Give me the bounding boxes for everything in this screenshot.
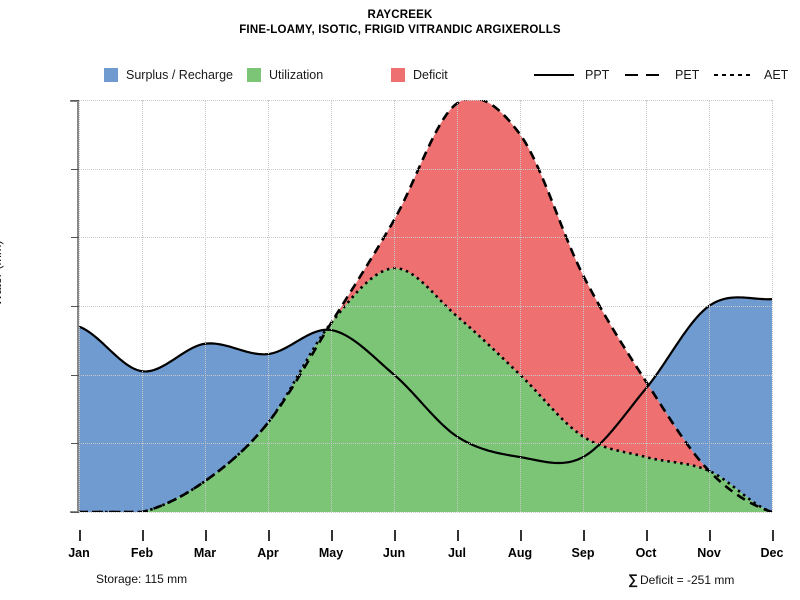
x-tick-mark <box>268 530 270 541</box>
x-tick-label-jul: Jul <box>447 546 467 560</box>
legend-item-aet[interactable]: AET <box>713 64 788 86</box>
legend-label-pet: PET <box>675 68 700 82</box>
gridline-vertical <box>772 100 774 512</box>
y-tick-mark <box>71 512 79 513</box>
deficit-annotation-text: Deficit = -251 mm <box>639 573 735 587</box>
x-tick-mark <box>520 530 522 541</box>
gridline-vertical <box>79 100 81 512</box>
x-tick-mark <box>583 530 585 541</box>
legend-item-deficit[interactable]: Deficit <box>391 64 448 86</box>
legend-item-pet[interactable]: PET <box>624 64 699 86</box>
y-tick-mark <box>71 374 79 376</box>
sigma-icon: ∑ <box>628 571 638 587</box>
x-tick-label-jan: Jan <box>68 546 90 560</box>
x-tick-mark <box>709 530 711 541</box>
gridline-horizontal <box>79 374 772 377</box>
x-tick-label-nov: Nov <box>697 546 721 560</box>
y-tick-mark <box>71 100 79 101</box>
x-tick-label-apr: Apr <box>257 546 279 560</box>
gridline-vertical <box>457 100 459 512</box>
x-tick-mark <box>205 530 207 541</box>
y-tick-mark <box>71 168 79 170</box>
chart-legend: Surplus / Recharge Utilization Deficit P… <box>0 64 800 88</box>
y-tick-mark <box>71 443 79 445</box>
x-tick-label-feb: Feb <box>130 546 154 560</box>
x-axis: Jan Feb Mar Apr May Jun Jul Aug Sep Oct Nov Dec <box>68 512 783 572</box>
legend-swatch-surplus <box>104 68 118 82</box>
gridline-vertical <box>520 100 522 512</box>
chart-title: RAYCREEK FINE-LOAMY, ISOTIC, FRIGID VITR… <box>0 8 800 38</box>
gridline-horizontal <box>79 237 772 239</box>
legend-item-surplus-recharge[interactable]: Surplus / Recharge <box>104 64 233 86</box>
x-tick-mark <box>394 530 396 541</box>
y-tick-mark <box>71 237 79 239</box>
plot-area: 020406080100120 <box>71 100 774 514</box>
x-tick-mark <box>457 530 459 541</box>
gridline-horizontal <box>79 443 772 445</box>
x-tick-label-jun: Jun <box>382 546 406 560</box>
chart-title-line-2: FINE-LOAMY, ISOTIC, FRIGID VITRANDIC ARG… <box>239 24 561 37</box>
x-tick-label-dec: Dec <box>760 546 784 560</box>
legend-label-utilization: Utilization <box>269 68 324 82</box>
legend-label-surplus: Surplus / Recharge <box>126 68 234 82</box>
y-axis-label: Water (mm) <box>0 240 4 307</box>
series-line-aet <box>79 266 772 512</box>
x-tick-label-oct: Oct <box>635 546 657 560</box>
storage-annotation: Storage: 115 mm <box>96 572 188 586</box>
band-surplus-recharge <box>79 297 772 512</box>
legend-swatch-deficit <box>391 68 405 82</box>
gridline-horizontal <box>79 100 772 102</box>
solid-line-icon <box>534 68 576 82</box>
series-line-ppt <box>79 296 772 465</box>
legend-label-ppt: PPT <box>585 68 610 82</box>
gridline-vertical <box>331 100 333 512</box>
gridline-vertical <box>583 100 585 512</box>
x-tick-label-sep: Sep <box>571 546 595 560</box>
gridline-vertical <box>268 100 270 512</box>
series-line-pet <box>79 100 772 512</box>
legend-item-utilization[interactable]: Utilization <box>247 64 323 86</box>
y-tick-mark <box>71 306 79 307</box>
gridline-vertical <box>205 100 207 512</box>
x-tick-label-aug: Aug <box>507 546 533 560</box>
gridline-vertical <box>394 100 396 512</box>
gridline-horizontal <box>79 306 772 308</box>
x-tick-mark <box>772 530 774 541</box>
gridline-vertical <box>142 100 144 512</box>
x-tick-mark <box>142 530 144 541</box>
gridline-vertical <box>709 100 711 512</box>
x-tick-label-may: May <box>318 546 344 560</box>
legend-label-deficit: Deficit <box>413 68 448 82</box>
legend-item-ppt[interactable]: PPT <box>534 64 609 86</box>
deficit-annotation: ∑ Deficit = -251 mm <box>628 571 734 587</box>
x-tick-label-mar: Mar <box>193 546 217 560</box>
gridline-horizontal <box>79 512 772 514</box>
y-axis-cap-top <box>70 100 79 102</box>
dotted-line-icon <box>713 68 755 82</box>
gridline-horizontal <box>79 168 772 171</box>
dashed-line-icon <box>624 68 666 82</box>
legend-label-aet: AET <box>764 68 789 82</box>
x-tick-mark <box>331 530 333 541</box>
x-tick-mark <box>79 530 81 541</box>
legend-swatch-utilization <box>247 68 261 82</box>
chart-title-line-1: RAYCREEK <box>367 9 433 21</box>
gridline-vertical <box>646 100 648 512</box>
x-tick-mark <box>646 530 648 541</box>
